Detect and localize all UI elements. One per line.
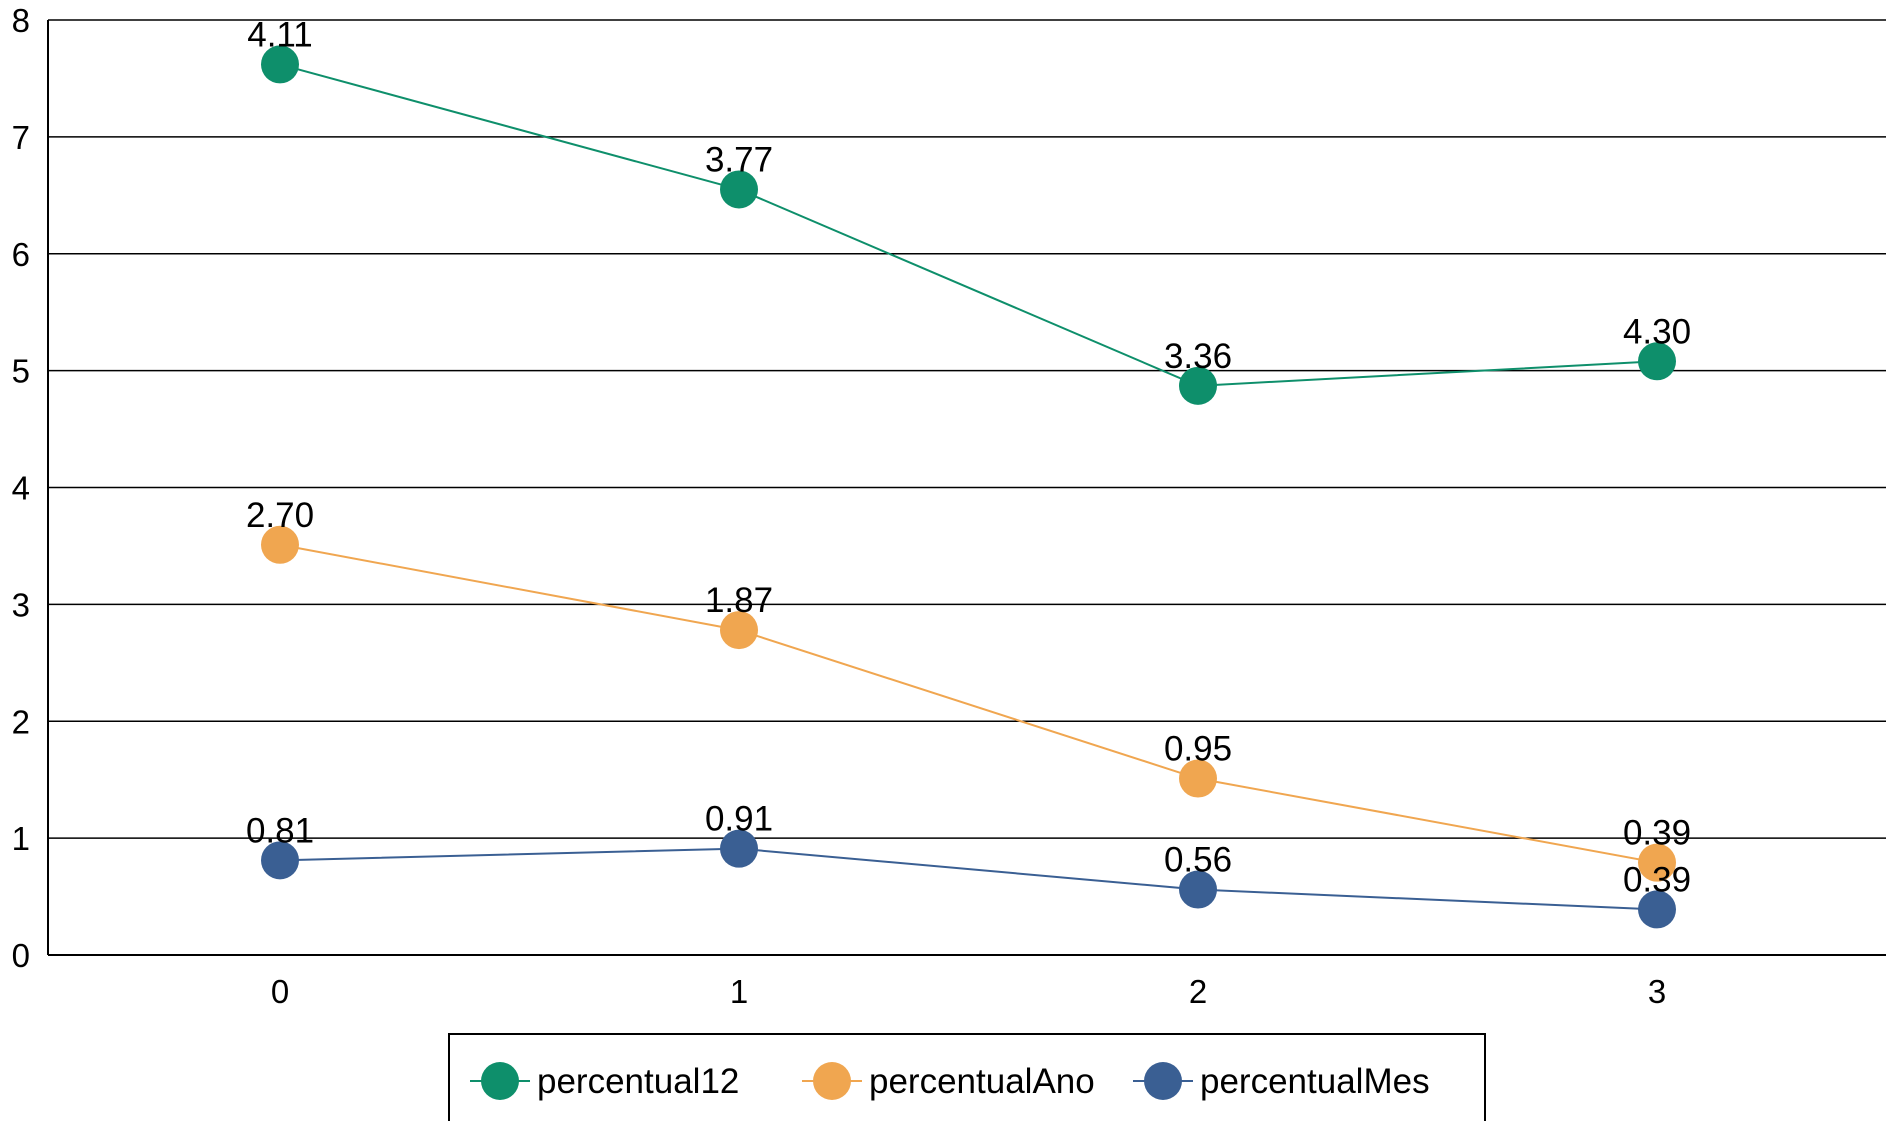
data-label-percentualMes: 0.56: [1164, 841, 1232, 880]
series-line-percentual12: [279, 63, 1658, 387]
y-tick-label: 7: [12, 119, 30, 156]
data-label-percentualMes: 0.91: [705, 800, 773, 839]
data-point-percentualMes: [1638, 890, 1676, 929]
y-axis-tick-labels: 0 1 2 3 4 5 6 7 8: [12, 2, 30, 974]
data-labels: 4.11 3.77 3.36 4.30 2.70 1.87 0.95 0.39 0.81 0.91…: [246, 15, 1691, 899]
data-point-percentual12: [1179, 366, 1217, 405]
data-label-percentual12: 4.30: [1623, 312, 1691, 351]
y-tick-label: 8: [12, 2, 30, 39]
legend-label-percentualMes: percentualMes: [1200, 1062, 1430, 1101]
data-point-percentualAno: [1638, 843, 1676, 882]
y-tick-label: 5: [12, 353, 30, 390]
legend-marker-percentualAno: [813, 1062, 851, 1100]
data-point-percentual12: [261, 45, 299, 84]
data-label-percentual12: 3.77: [705, 140, 773, 179]
data-point-percentualAno: [261, 525, 299, 564]
legend: percentual12 percentualAno percentualMes: [448, 1033, 1486, 1121]
data-label-percentualAno: 1.87: [705, 581, 773, 620]
data-label-percentualMes: 0.39: [1623, 860, 1691, 899]
x-tick-label: 1: [730, 973, 748, 1010]
gridlines: [48, 19, 1886, 839]
data-label-percentualAno: 2.70: [246, 496, 314, 535]
x-axis-tick-labels: 0 1 2 3: [271, 973, 1666, 1010]
y-tick-label: 4: [12, 470, 30, 507]
data-point-percentual12: [1638, 342, 1676, 381]
data-label-percentualAno: 0.39: [1623, 814, 1691, 853]
axes: [47, 20, 1886, 956]
legend-label-percentualAno: percentualAno: [869, 1062, 1095, 1101]
y-tick-label: 6: [12, 236, 30, 273]
x-tick-label: 0: [271, 973, 289, 1010]
data-label-percentual12: 4.11: [247, 15, 313, 54]
data-label-percentual12: 3.36: [1164, 337, 1232, 376]
x-tick-label: 2: [1189, 973, 1207, 1010]
legend-marker-percentualMes: [1144, 1062, 1182, 1100]
y-tick-label: 3: [12, 586, 30, 623]
y-tick-label: 0: [12, 937, 30, 974]
series-line-percentualMes: [279, 847, 1658, 911]
data-point-percentualAno: [720, 611, 758, 650]
series-group: [261, 45, 1676, 929]
data-point-percentual12: [720, 170, 758, 209]
y-tick-label: 1: [12, 820, 30, 857]
legend-label-percentual12: percentual12: [537, 1062, 739, 1101]
data-label-percentualMes: 0.81: [246, 811, 314, 850]
y-tick-label: 2: [12, 703, 30, 740]
data-point-percentualMes: [720, 829, 758, 868]
x-tick-label: 3: [1648, 973, 1666, 1010]
legend-marker-percentual12: [481, 1062, 519, 1100]
legend-box: [448, 1033, 1486, 1121]
data-point-percentualAno: [1179, 759, 1217, 798]
series-line-percentualAno: [279, 543, 1658, 864]
data-label-percentualAno: 0.95: [1164, 730, 1232, 769]
data-point-percentualMes: [261, 841, 299, 880]
data-point-percentualMes: [1179, 870, 1217, 909]
